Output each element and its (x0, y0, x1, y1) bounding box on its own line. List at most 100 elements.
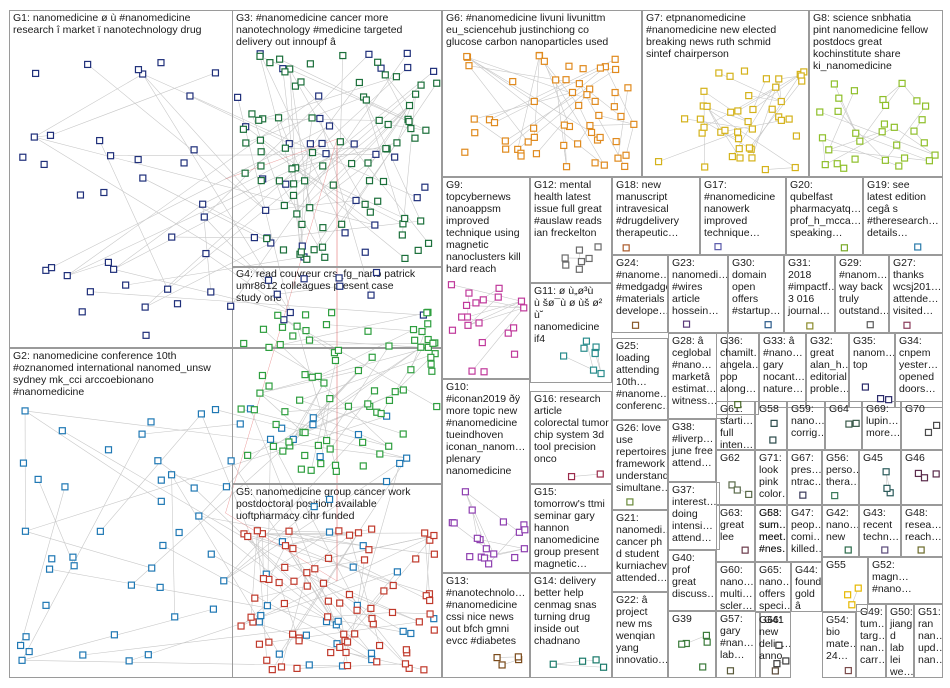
group-label: G5: nanomedicine group cancer work postd… (236, 486, 411, 522)
group-box-g55[interactable]: G55 (822, 557, 868, 612)
group-label: G40: prof great discuss… (672, 552, 716, 600)
group-box-g33[interactable]: G33: â #nano… gary nocant… nature… (759, 333, 806, 408)
group-label: G68: sum… meet… #nes… (759, 507, 787, 555)
group-box-g51[interactable]: G51: ran nan… upd… nan… (914, 604, 943, 678)
group-box-g32[interactable]: G32: great alan_h… editorial proble… (806, 333, 849, 408)
group-box-g30[interactable]: G30: domain open offers #startup… (728, 255, 784, 333)
group-label: G19: see latest edition cegâ s #theresea… (867, 179, 939, 239)
group-box-g10[interactable]: G10: #iconan2019 ðÿ more topic new #nano… (442, 379, 530, 573)
group-box-g71[interactable]: G71: look pink color… (755, 450, 787, 505)
group-box-g42[interactable]: G42: nano… new (822, 505, 859, 557)
group-label: G10: #iconan2019 ðÿ more topic new #nano… (446, 381, 526, 477)
group-box-g52[interactable]: G52: magn… #nano… (868, 557, 943, 604)
group-label: G60: nano… multi… scler… (720, 564, 754, 611)
group-box-g6[interactable]: G6: #nanomedicine livuni livunittm eu_sc… (442, 10, 642, 177)
group-box-g63[interactable]: G63: great lee (716, 505, 755, 562)
group-box-g45[interactable]: G45 (859, 450, 901, 505)
group-label: G50: jiang d lab lei we… (890, 606, 914, 678)
group-box-g26[interactable]: G26: love use repertoires framework unde… (612, 420, 668, 510)
group-label: G71: look pink color… (759, 452, 786, 500)
group-box-g31[interactable]: G31: 2018 #impactf… 3 016 journal… (784, 255, 835, 333)
group-box-g23[interactable]: G23: nanomedi… #wires article hossein… (668, 255, 728, 333)
group-box-g64[interactable]: G64 (825, 401, 862, 450)
group-box-g29[interactable]: G29: #nanom… way back truly outstand… (835, 255, 889, 333)
group-box-g27[interactable]: G27: thanks wcsj201… attende… visited… (889, 255, 943, 333)
group-box-g44[interactable]: G44: found gold â (791, 562, 822, 612)
group-box-g57[interactable]: G57: gary #nan… lab… (716, 611, 760, 678)
group-box-g8[interactable]: G8: science snbhatia pint nanomedicine f… (809, 10, 943, 177)
group-label: G14: delivery better help cenmag snas tu… (534, 575, 597, 647)
group-box-g11[interactable]: G11: ø ù„ø³ù ù šø¯ù ø ùš ø² ù˘ nanomedic… (530, 283, 612, 383)
group-label: G12: mental health latest issue full gre… (534, 179, 602, 239)
group-box-g15[interactable]: G15: tomorrow's ttmi seminar gary hannon… (530, 484, 612, 573)
group-box-g56[interactable]: G56: perso… thera… (822, 450, 859, 505)
group-box-g38[interactable]: G38: #liverp… june free attend… (668, 419, 716, 482)
group-box-g46[interactable]: G46 (901, 450, 943, 505)
group-label: G67: pres… ntrac… (791, 452, 822, 488)
group-box-g60[interactable]: G60: nano… multi… scler… (716, 562, 755, 611)
group-box-g62[interactable]: G62 (716, 450, 755, 505)
group-box-g13[interactable]: G13: #nanotechnolo… #nanomedicine cssi n… (442, 573, 530, 678)
group-label: G58 (759, 403, 779, 415)
group-box-g61[interactable]: G61: starti… full inten… (716, 401, 755, 450)
group-box-g9[interactable]: G9: topcybernews nanoappsm improved tech… (442, 177, 530, 379)
group-label: G16: research article colorectal tumor c… (534, 393, 609, 465)
group-box-g20[interactable]: G20: qubelfast pharmacyatq… prof_h_mcca…… (786, 177, 863, 255)
group-label: G31: 2018 #impactf… 3 016 journal… (788, 257, 835, 317)
group-label: G56: perso… thera… (826, 452, 859, 488)
group-box-g5[interactable]: G5: nanomedicine group cancer work postd… (232, 484, 442, 678)
group-label: G21: nanomedi… cancer ph d student kurni… (616, 512, 668, 584)
group-label: G18: new manuscript intravesical #drugde… (616, 179, 680, 239)
group-box-g35[interactable]: G35: nanom… top (849, 333, 895, 408)
group-label: G35: nanom… top (853, 335, 895, 371)
group-label: G54: bio mate… 24… (826, 614, 855, 662)
group-label: G9: topcybernews nanoappsm improved tech… (446, 179, 521, 275)
group-box-g3[interactable]: G3: #nanomedicine cancer more nanotechno… (232, 10, 442, 268)
group-box-g67[interactable]: G67: pres… ntrac… (787, 450, 822, 505)
group-box-g65[interactable]: G65: nano… offers speci… (755, 562, 791, 612)
group-label: G23: nanomedi… #wires article hossein… (672, 257, 728, 317)
group-label: G37: interest… doing intensi… attend… (672, 484, 717, 544)
group-label: G29: #nanom… way back truly outstand… (839, 257, 889, 317)
group-box-g18[interactable]: G18: new manuscript intravesical #drugde… (612, 177, 700, 255)
group-box-g48[interactable]: G48: resea… reach… (901, 505, 943, 557)
group-box-g47[interactable]: G47: peop… comi… killed… (787, 505, 822, 562)
group-box-g59[interactable]: G59: nano… corrig… (787, 401, 825, 450)
group-label: G70 (905, 403, 925, 415)
group-label: G48: resea… reach… (905, 507, 942, 543)
group-label: G34: cnpem yester… opened doors… (899, 335, 939, 395)
group-box-g70[interactable]: G70 (901, 401, 943, 450)
group-label: G25: loading attending 10th… #nanome… co… (616, 340, 668, 412)
group-box-g40[interactable]: G40: prof great discuss… (668, 550, 716, 611)
group-box-g43[interactable]: G43: recent techn… (859, 505, 901, 557)
group-box-g7[interactable]: G7: etpnanomedicine #nanomedicine new el… (642, 10, 809, 177)
group-box-g24[interactable]: G24: #nanome… #medgadget #materials deve… (612, 255, 668, 333)
group-label: G43: recent techn… (863, 507, 900, 543)
group-box-g19[interactable]: G19: see latest edition cegâ s #theresea… (863, 177, 943, 255)
group-box-g25[interactable]: G25: loading attending 10th… #nanome… co… (612, 338, 668, 420)
group-box-g34[interactable]: G34: cnpem yester… opened doors… (895, 333, 943, 408)
group-box-g14[interactable]: G14: delivery better help cenmag snas tu… (530, 573, 612, 678)
group-box-g58[interactable]: G58 (755, 401, 787, 450)
group-box-g68[interactable]: G68: sum… meet… #nes… (755, 505, 787, 562)
group-box-g16[interactable]: G16: research article colorectal tumor c… (530, 391, 612, 484)
group-box-g49[interactable]: G49: tum… targ… nan… carr… (856, 604, 886, 678)
group-box-g21[interactable]: G21: nanomedi… cancer ph d student kurni… (612, 510, 668, 592)
group-label: G26: love use repertoires framework unde… (616, 422, 668, 494)
group-label: G4: read couvreur crs_fg_nano patrick um… (236, 268, 416, 304)
group-label: G44: found gold â (795, 564, 822, 612)
group-box-g37[interactable]: G37: interest… doing intensi… attend… (668, 482, 720, 550)
group-box-g22[interactable]: G22: â project new ms wenqian yang innov… (612, 592, 668, 678)
group-label: G22: â project new ms wenqian yang innov… (616, 594, 668, 666)
group-box-g66[interactable]: G66: new delig… anno… (755, 612, 791, 678)
group-box-g69[interactable]: G69: lupin… more… (862, 401, 901, 450)
group-box-g54[interactable]: G54: bio mate… 24… (822, 612, 856, 678)
group-box-g12[interactable]: G12: mental health latest issue full gre… (530, 177, 612, 283)
group-label: G57: gary #nan… lab… (720, 613, 754, 661)
group-box-g17[interactable]: G17: #nanomedicine nanowerk improved tec… (700, 177, 786, 255)
group-box-g4[interactable]: G4: read couvreur crs_fg_nano patrick um… (232, 266, 442, 484)
group-box-g50[interactable]: G50: jiang d lab lei we… (886, 604, 914, 678)
group-box-g39[interactable]: G39 (668, 611, 716, 678)
group-label: G52: magn… #nano… (872, 559, 912, 595)
